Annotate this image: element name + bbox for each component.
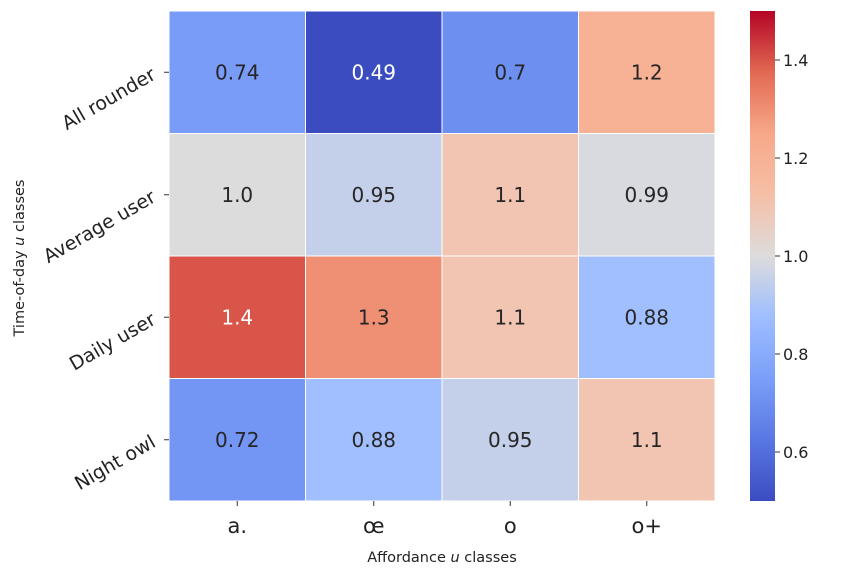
colorbar-tick-label-0: 0.6 bbox=[783, 443, 808, 462]
colorbar-ticks: 0.6 0.8 1.0 1.2 1.4 bbox=[775, 51, 808, 462]
y-axis-ticks: All rounder Average user Daily user Night o… bbox=[40, 63, 169, 495]
y-axis-title: Time-of-day u classes bbox=[12, 180, 28, 338]
heatmap-cell-r0-c0 bbox=[168, 10, 306, 134]
x-axis-ticks: a. œ o o+ bbox=[227, 501, 662, 538]
x-axis-title: Affordance u classes bbox=[367, 550, 517, 566]
cell-value-r2-c0: 1.4 bbox=[221, 305, 253, 329]
cell-value-r3-c2: 0.95 bbox=[488, 428, 533, 452]
cell-value-r2-c2: 1.1 bbox=[494, 305, 526, 329]
cell-value-r1-c3: 0.99 bbox=[624, 183, 669, 207]
y-tick-label-1: Average user bbox=[40, 186, 160, 268]
cell-value-r1-c1: 0.95 bbox=[351, 183, 396, 207]
cell-value-r0-c3: 1.2 bbox=[631, 60, 663, 84]
colorbar-tick-label-4: 1.4 bbox=[783, 51, 808, 70]
heatmap-cell-r0-c3 bbox=[578, 10, 716, 134]
heatmap-cell-labels: 0.74 0.49 0.7 1.2 1.0 0.95 1.1 0.99 1.4 1.3 1.1 0.8… bbox=[215, 60, 669, 452]
cell-value-r2-c3: 0.88 bbox=[624, 305, 669, 329]
x-tick-label-2: o bbox=[504, 514, 517, 538]
cell-value-r1-c2: 1.1 bbox=[494, 183, 526, 207]
colorbar-tick-label-3: 1.2 bbox=[783, 149, 808, 168]
heatmap-cell-r3-c2 bbox=[441, 378, 579, 502]
colorbar bbox=[750, 11, 775, 501]
heatmap-cells bbox=[168, 10, 716, 502]
colorbar-tick-label-2: 1.0 bbox=[783, 247, 808, 266]
y-tick-label-2: Daily user bbox=[66, 308, 160, 375]
heatmap-cell-r0-c1 bbox=[305, 10, 443, 134]
heatmap-cell-r1-c0 bbox=[168, 133, 306, 257]
cell-value-r0-c2: 0.7 bbox=[494, 60, 526, 84]
heatmap-cell-r3-c1 bbox=[305, 378, 443, 502]
cell-value-r0-c0: 0.74 bbox=[215, 60, 260, 84]
cell-value-r3-c0: 0.72 bbox=[215, 428, 260, 452]
cell-value-r3-c1: 0.88 bbox=[351, 428, 396, 452]
cell-value-r3-c3: 1.1 bbox=[631, 428, 663, 452]
cell-value-r1-c0: 1.0 bbox=[221, 183, 253, 207]
colorbar-tick-label-1: 0.8 bbox=[783, 345, 808, 364]
cell-value-r2-c1: 1.3 bbox=[358, 305, 390, 329]
y-tick-label-0: All rounder bbox=[58, 63, 159, 134]
heatmap-cell-r2-c1 bbox=[305, 255, 443, 379]
x-tick-label-0: a. bbox=[227, 514, 247, 538]
x-tick-label-3: o+ bbox=[632, 514, 662, 538]
heatmap-cell-r2-c3 bbox=[578, 255, 716, 379]
x-tick-label-1: œ bbox=[363, 514, 384, 538]
heatmap-cell-r1-c1 bbox=[305, 133, 443, 257]
cell-value-r0-c1: 0.49 bbox=[351, 60, 396, 84]
heatmap-cell-r3-c0 bbox=[168, 378, 306, 502]
heatmap-cell-r3-c3 bbox=[578, 378, 716, 502]
y-tick-label-3: Night owl bbox=[71, 431, 160, 495]
heatmap-cell-r1-c3 bbox=[578, 133, 716, 257]
heatmap-cell-r0-c2 bbox=[441, 10, 579, 134]
